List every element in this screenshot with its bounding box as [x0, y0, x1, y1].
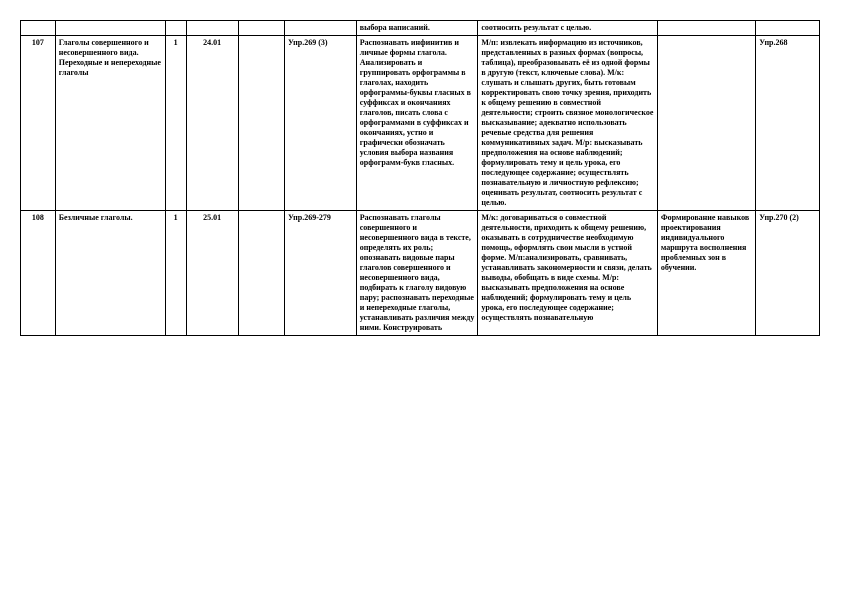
- table-row: 108 Безличные глаголы. 1 25.01 Упр.269-2…: [21, 211, 820, 336]
- cell-blank: [238, 211, 284, 336]
- cell-topic: [55, 21, 165, 36]
- cell-number: 107: [21, 36, 56, 211]
- cell-activity: Распознавать инфинитив и личные формы гл…: [356, 36, 478, 211]
- cell-hours: 1: [165, 211, 186, 336]
- cell-date: 25.01: [186, 211, 238, 336]
- cell-exercise: Упр.269 (3): [284, 36, 356, 211]
- cell-activity: Распознавать глаголы совершенного и несо…: [356, 211, 478, 336]
- cell-homework: Упр.268: [756, 36, 820, 211]
- cell-results: соотносить результат с целью.: [478, 21, 657, 36]
- cell-date: 24.01: [186, 36, 238, 211]
- cell-homework: Упр.270 (2): [756, 211, 820, 336]
- table-row: выбора написаний. соотносить результат с…: [21, 21, 820, 36]
- cell-results: М/п: извлекать информацию из источников,…: [478, 36, 657, 211]
- cell-date: [186, 21, 238, 36]
- cell-number: [21, 21, 56, 36]
- cell-number: 108: [21, 211, 56, 336]
- cell-topic: Безличные глаголы.: [55, 211, 165, 336]
- table-row: 107 Глаголы совершенного и несовершенног…: [21, 36, 820, 211]
- cell-hours: [165, 21, 186, 36]
- cell-homework: [756, 21, 820, 36]
- cell-skills: Формирование навыков проектирования инди…: [657, 211, 755, 336]
- cell-skills: [657, 21, 755, 36]
- cell-exercise: Упр.269-279: [284, 211, 356, 336]
- cell-results: М/к: договариваться о совместной деятель…: [478, 211, 657, 336]
- cell-exercise: [284, 21, 356, 36]
- cell-skills: [657, 36, 755, 211]
- curriculum-table: выбора написаний. соотносить результат с…: [20, 20, 820, 336]
- cell-hours: 1: [165, 36, 186, 211]
- cell-blank: [238, 36, 284, 211]
- cell-topic: Глаголы совершенного и несовершенного ви…: [55, 36, 165, 211]
- cell-blank: [238, 21, 284, 36]
- cell-activity: выбора написаний.: [356, 21, 478, 36]
